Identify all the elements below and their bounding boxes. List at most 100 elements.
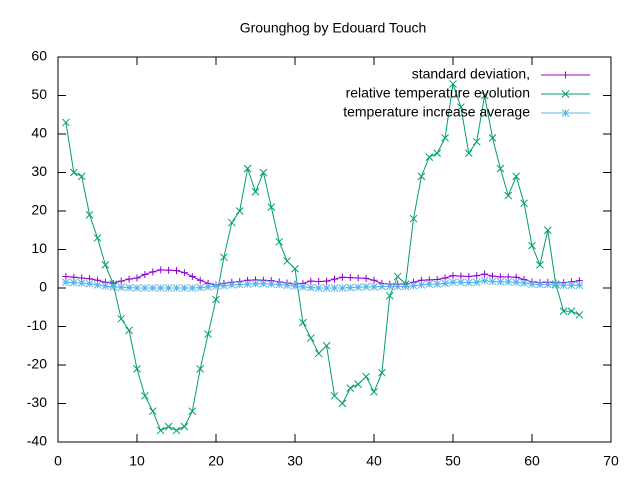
point [188, 284, 197, 292]
point [299, 318, 307, 327]
point [117, 277, 125, 285]
point [69, 278, 78, 287]
point [433, 280, 442, 289]
point [141, 271, 149, 279]
legend-marker [561, 90, 570, 98]
point [212, 295, 220, 304]
x-tick-label: 30 [287, 453, 303, 469]
point [133, 364, 141, 373]
point [567, 307, 576, 315]
y-tick-label: -20 [27, 356, 47, 372]
point [251, 279, 260, 288]
y-tick-label: 30 [31, 163, 47, 179]
point [449, 272, 457, 280]
point [156, 284, 165, 292]
point [283, 257, 291, 265]
point [465, 272, 473, 280]
y-tick-label: 10 [31, 240, 47, 256]
point [164, 284, 173, 292]
point [481, 270, 489, 278]
point [291, 264, 299, 273]
point [283, 281, 291, 290]
point [480, 91, 489, 100]
point [543, 226, 552, 235]
plot-border [57, 56, 612, 443]
point [109, 282, 118, 291]
point [441, 133, 449, 142]
point [338, 273, 346, 281]
point [62, 278, 70, 287]
point [125, 275, 133, 283]
point [370, 276, 378, 284]
x-tick-label: 20 [208, 453, 224, 469]
point [117, 314, 126, 323]
point [196, 364, 205, 373]
point [306, 283, 315, 292]
point [536, 261, 544, 269]
point [559, 281, 568, 290]
point [314, 284, 323, 292]
point [362, 274, 370, 282]
point [267, 280, 276, 289]
point [472, 137, 481, 146]
point [188, 272, 196, 280]
point [101, 282, 110, 290]
point [204, 282, 212, 291]
point [551, 281, 560, 289]
point [101, 261, 110, 269]
point [520, 279, 528, 287]
point [536, 280, 544, 289]
point [464, 149, 473, 158]
point [204, 330, 212, 339]
point [323, 277, 331, 285]
point [385, 291, 394, 300]
point [473, 272, 481, 280]
legend-label: relative temperature evolution [346, 85, 530, 101]
point [235, 207, 244, 215]
legend-marker [561, 109, 570, 117]
point [243, 280, 252, 289]
point [362, 372, 370, 381]
point [457, 272, 465, 280]
point [472, 278, 481, 287]
point [409, 281, 418, 290]
point [85, 210, 94, 219]
point [172, 426, 181, 435]
point [220, 281, 228, 290]
point [196, 276, 204, 284]
point [141, 391, 149, 400]
point [172, 284, 181, 292]
point [496, 277, 505, 286]
point [338, 399, 347, 408]
point [133, 274, 141, 282]
point [125, 283, 133, 292]
point [449, 278, 457, 287]
point [306, 334, 315, 342]
point [330, 284, 339, 292]
point [180, 422, 189, 431]
point [488, 277, 497, 286]
point [504, 191, 513, 200]
point [77, 279, 86, 287]
point [156, 426, 165, 435]
point [149, 268, 157, 276]
point [180, 269, 188, 277]
legend-label: temperature increase average [343, 104, 530, 120]
point [362, 282, 370, 291]
point [307, 277, 315, 285]
point [354, 380, 363, 389]
point [173, 267, 180, 275]
point [322, 284, 331, 292]
chart-title: Grounghog by Edouard Touch [240, 20, 427, 36]
point [433, 149, 442, 158]
x-tick-label: 0 [54, 453, 62, 469]
point [425, 280, 434, 289]
point [331, 275, 338, 283]
point [496, 164, 505, 173]
legend-label: standard deviation, [412, 66, 530, 82]
point [512, 172, 521, 181]
point [528, 241, 536, 250]
x-tick-label: 50 [445, 453, 461, 469]
point [141, 284, 149, 292]
